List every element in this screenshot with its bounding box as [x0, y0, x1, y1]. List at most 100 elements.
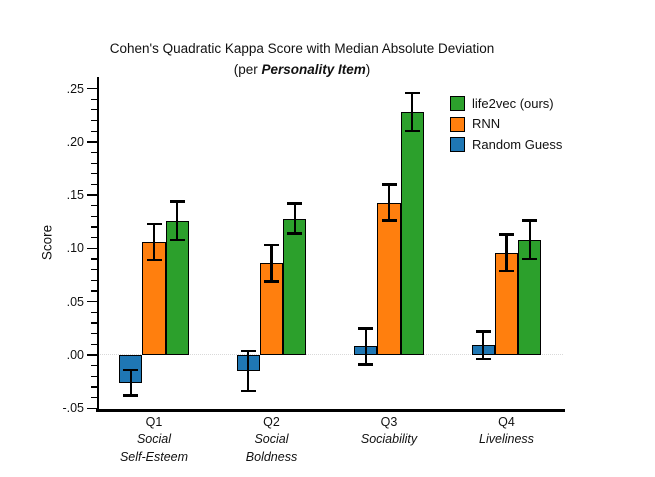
y-major-tick — [87, 194, 97, 196]
y-tick-label: .25 — [66, 81, 84, 96]
error-bar-q1 — [129, 369, 132, 396]
y-major-tick — [87, 247, 97, 250]
error-cap-top — [123, 368, 139, 372]
error-cap-top — [169, 200, 185, 203]
x-tick-q-label: Q1 — [145, 415, 163, 429]
legend-label: RNN — [472, 116, 501, 131]
legend-item-rnn: RNN — [450, 116, 562, 132]
error-bar-q1 — [152, 223, 156, 261]
subtitle-suffix: ) — [365, 62, 371, 77]
legend-swatch-icon — [450, 137, 465, 152]
y-minor-tick — [91, 109, 97, 111]
y-minor-tick — [91, 98, 97, 100]
error-cap-top — [499, 233, 514, 236]
y-minor-tick — [91, 119, 97, 122]
error-cap-bottom — [123, 394, 139, 397]
y-major-tick — [87, 300, 97, 303]
error-cap-bottom — [146, 258, 162, 262]
y-minor-tick — [91, 258, 97, 260]
legend: life2vec (ours) RNN Random Guess — [450, 96, 562, 158]
x-tick-sublabel: Social — [136, 432, 172, 446]
y-minor-tick — [91, 215, 97, 217]
y-minor-tick — [91, 183, 97, 186]
error-cap-bottom — [287, 232, 303, 235]
error-bar-q2 — [270, 245, 273, 282]
error-cap-top — [358, 327, 374, 330]
y-minor-tick — [91, 130, 97, 132]
y-tick-label: .15 — [66, 188, 84, 203]
x-tick-label-q1: Q1 Social Self-Esteem — [96, 414, 212, 466]
error-bar-q3 — [364, 328, 367, 365]
chart-subtitle: (per Personality Item) — [0, 59, 604, 80]
error-cap-top — [146, 222, 162, 226]
error-cap-top — [475, 330, 491, 333]
legend-swatch-icon — [450, 116, 465, 132]
error-cap-bottom — [522, 257, 538, 261]
y-minor-tick — [91, 333, 97, 335]
x-tick-q-label: Q4 — [498, 415, 515, 429]
y-major-tick — [87, 141, 97, 143]
y-tick-label: .10 — [66, 241, 84, 256]
x-tick-sublabel: Self-Esteem — [119, 449, 189, 464]
y-tick-label: .05 — [66, 294, 84, 309]
legend-item-life2vec-ours: life2vec (ours) — [450, 96, 562, 111]
subtitle-emphasis: Personality Item — [261, 62, 366, 77]
error-cap-bottom — [404, 129, 420, 133]
legend-label: Random Guess — [472, 136, 563, 152]
y-minor-tick — [91, 237, 97, 239]
error-bar-q4 — [505, 234, 508, 271]
x-tick-q-label: Q2 — [263, 415, 280, 429]
y-minor-tick — [91, 269, 97, 271]
y-minor-tick — [91, 397, 97, 399]
legend-item-random-guess: Random Guess — [450, 137, 562, 152]
chart-title: Cohen's Quadratic Kappa Score with Media… — [0, 38, 604, 80]
y-minor-tick — [91, 173, 97, 175]
x-tick-label-q2: Q2 Social Boldness — [214, 414, 330, 466]
error-bar-q4 — [482, 331, 485, 360]
y-tick-label: -.05 — [62, 401, 84, 416]
error-cap-top — [264, 244, 279, 247]
x-tick-sublabel: Boldness — [245, 449, 298, 464]
y-minor-tick — [91, 311, 97, 313]
error-bar-q3 — [411, 92, 414, 132]
y-tick-label: .20 — [66, 134, 84, 149]
error-bar-q4 — [528, 220, 531, 260]
bar-rnn-q3 — [377, 202, 401, 355]
error-cap-top — [522, 219, 538, 222]
y-minor-tick — [91, 205, 97, 207]
error-bar-q1 — [176, 201, 179, 240]
error-cap-bottom — [264, 280, 279, 283]
x-tick-sublabel: Liveliness — [479, 432, 534, 446]
chart-title-line1: Cohen's Quadratic Kappa Score with Media… — [109, 41, 495, 56]
error-cap-bottom — [381, 219, 397, 222]
y-minor-tick — [91, 162, 97, 164]
error-cap-bottom — [169, 238, 185, 242]
error-cap-top — [287, 202, 303, 205]
x-tick-label-q4: Q4 Liveliness — [449, 414, 565, 449]
y-minor-tick — [91, 279, 97, 281]
error-cap-bottom — [499, 269, 514, 272]
error-cap-top — [404, 91, 420, 94]
error-bar-q2 — [247, 350, 250, 392]
error-bar-q3 — [387, 184, 391, 221]
y-minor-tick — [91, 343, 97, 345]
y-minor-tick — [91, 151, 97, 154]
y-minor-tick — [91, 375, 97, 377]
x-axis-spine — [96, 409, 565, 412]
y-major-tick — [87, 407, 97, 410]
x-tick-sublabel: Social — [254, 432, 289, 446]
x-tick-sublabel: Sociability — [360, 432, 418, 446]
y-minor-tick — [91, 386, 97, 388]
error-cap-bottom — [358, 363, 374, 366]
y-major-tick — [87, 354, 97, 356]
y-minor-tick — [91, 226, 97, 228]
x-tick-q-label: Q3 — [380, 415, 398, 429]
zero-gridline — [97, 354, 563, 355]
y-minor-tick — [91, 290, 97, 292]
y-axis-spine — [97, 77, 99, 411]
error-bar-q2 — [293, 203, 296, 234]
y-minor-tick — [91, 365, 97, 367]
legend-swatch-icon — [450, 96, 465, 111]
